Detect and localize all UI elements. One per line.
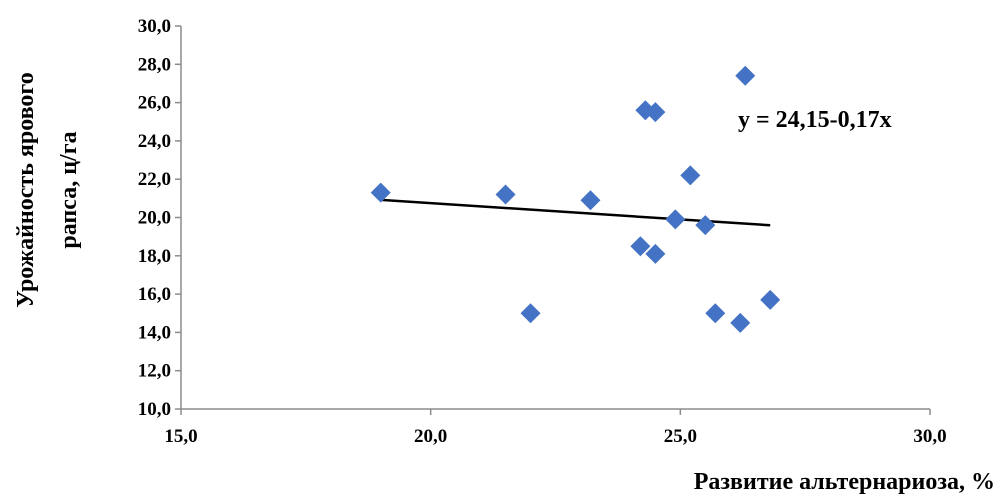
- data-point: [645, 243, 666, 264]
- data-point: [735, 65, 756, 86]
- data-point: [630, 236, 651, 257]
- data-point: [580, 190, 601, 211]
- axes: [180, 26, 930, 410]
- data-point: [495, 184, 516, 205]
- y-tick-label: 20,0: [138, 208, 171, 229]
- y-tick-label: 18,0: [138, 246, 171, 267]
- data-point: [665, 209, 686, 230]
- x-tick-label: 25,0: [664, 426, 697, 447]
- y-tick-label: 22,0: [138, 169, 171, 190]
- y-tick-label: 12,0: [138, 361, 171, 382]
- data-point: [730, 312, 751, 333]
- y-tick-label: 10,0: [138, 399, 171, 420]
- data-point: [705, 303, 726, 324]
- y-tick-label: 14,0: [138, 322, 171, 343]
- x-tick-label: 20,0: [414, 426, 447, 447]
- data-point: [520, 303, 541, 324]
- x-axis-title: Развитие альтернариоза, %: [694, 469, 995, 495]
- y-axis-title-line-2: рапса, ц/га: [56, 131, 82, 248]
- x-tick-label: 15,0: [164, 426, 197, 447]
- data-point: [760, 289, 781, 310]
- data-points: [370, 65, 781, 333]
- trendline-equation: y = 24,15-0,17x: [738, 107, 892, 133]
- data-point: [680, 165, 701, 186]
- y-tick-label: 30,0: [138, 16, 171, 37]
- data-point: [695, 215, 716, 236]
- y-axis-title-line-1: Урожайность ярового: [13, 72, 39, 307]
- y-ticks: 10,0 12,0 14,0 16,0 18,0 20,0 22,0 24,0 26,0 28,0…: [138, 16, 181, 420]
- data-point: [645, 102, 666, 123]
- x-ticks: 15,0 20,0 25,0 30,0: [164, 409, 947, 447]
- trendline: [380, 198, 771, 227]
- y-tick-label: 26,0: [138, 93, 171, 114]
- y-tick-label: 28,0: [138, 54, 171, 75]
- x-tick-label: 30,0: [913, 426, 946, 447]
- y-tick-label: 24,0: [138, 131, 171, 152]
- data-point: [370, 182, 391, 203]
- y-tick-label: 16,0: [138, 284, 171, 305]
